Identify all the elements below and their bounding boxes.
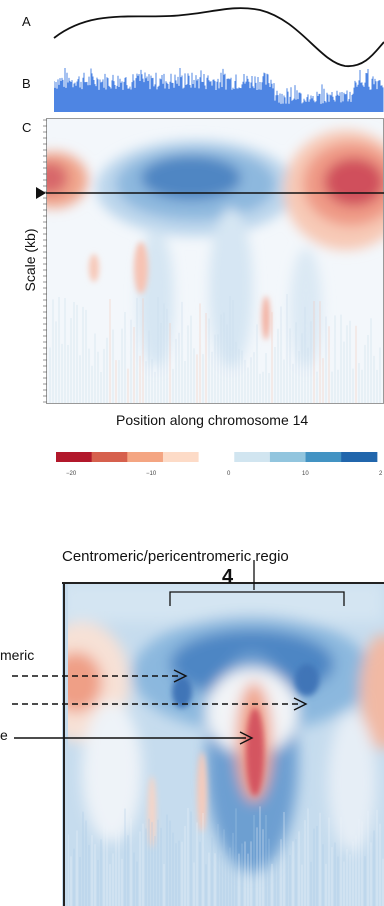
region-label: Centromeric/pericentromeric regio	[62, 548, 289, 565]
panel-label-b: B	[22, 76, 31, 91]
colorbar-tick-1: −20	[66, 471, 77, 477]
colorbar-swatch	[198, 452, 235, 462]
region-number: 4	[222, 566, 234, 588]
colorbar	[56, 452, 378, 462]
zoomed-heatmap	[62, 582, 384, 906]
colorbar-tick-5: 2	[379, 471, 383, 477]
colorbar-swatch	[91, 452, 128, 462]
panel-b-signal-track	[54, 68, 384, 112]
region-bracket	[169, 560, 345, 606]
colorbar-tick-4: 10	[302, 471, 309, 477]
wavelet-heatmap	[46, 118, 384, 404]
annotation-arrows	[12, 669, 308, 745]
colorbar-swatch	[234, 452, 271, 462]
heatmap-y-ticks	[43, 119, 47, 403]
colorbar-swatch	[341, 452, 378, 462]
panel-a-curve	[53, 7, 384, 67]
annotation-label-top: meric	[0, 647, 35, 663]
colorbar-tick-2: −10	[146, 471, 157, 477]
colorbar-swatch	[269, 452, 307, 462]
colorbar-swatch	[127, 452, 164, 462]
colorbar-swatch	[305, 452, 342, 462]
panel-label-a: A	[22, 14, 31, 29]
colorbar-swatch	[162, 452, 200, 462]
heatmap-x-axis-label: Position along chromosome 14	[116, 412, 309, 428]
scale-marker-line	[36, 187, 384, 199]
colorbar-swatch	[56, 452, 93, 462]
annotation-label-bottom: e	[0, 727, 8, 743]
colorbar-tick-3: 0	[227, 471, 231, 477]
heatmap-y-axis-label: Scale (kb)	[22, 228, 38, 292]
panel-label-c: C	[22, 120, 32, 135]
